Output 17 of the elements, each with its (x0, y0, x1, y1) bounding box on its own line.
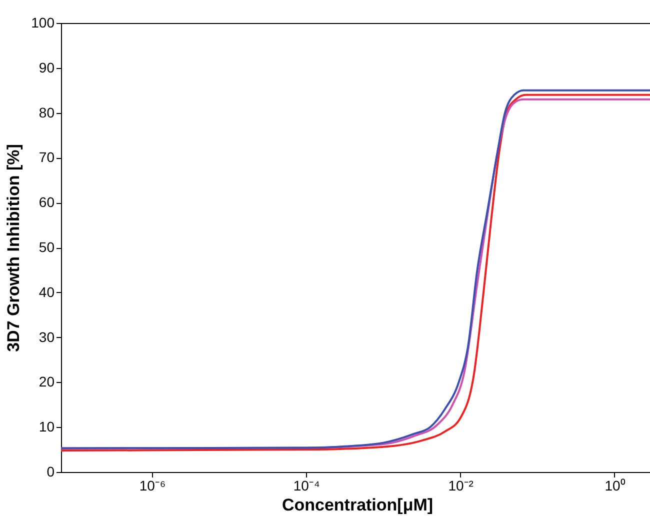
x-tick-label: 10⁻⁶ (139, 478, 166, 494)
y-tick-label: 40 (38, 284, 55, 300)
y-tick-label: 20 (38, 374, 55, 390)
x-axis-title: Concentration[μM] (282, 496, 434, 514)
x-tick-label: 10⁰ (604, 478, 626, 494)
y-tick-label: 50 (38, 239, 55, 255)
y-tick-label: 30 (38, 328, 55, 345)
y-tick-label: 70 (38, 149, 55, 166)
y-tick-label: 0 (46, 464, 55, 480)
y-tick-label: 90 (38, 59, 55, 76)
y-tick-label: 10 (38, 418, 55, 435)
x-tick-label: 10⁻⁴ (293, 478, 320, 494)
y-axis-title: 3D7 Growth Inhibition [%] (4, 144, 24, 352)
y-tick-label: 80 (38, 104, 55, 120)
y-tick-label: 60 (38, 194, 55, 210)
y-tick-label: 100 (31, 14, 55, 30)
x-tick-label: 10⁻² (448, 478, 474, 494)
